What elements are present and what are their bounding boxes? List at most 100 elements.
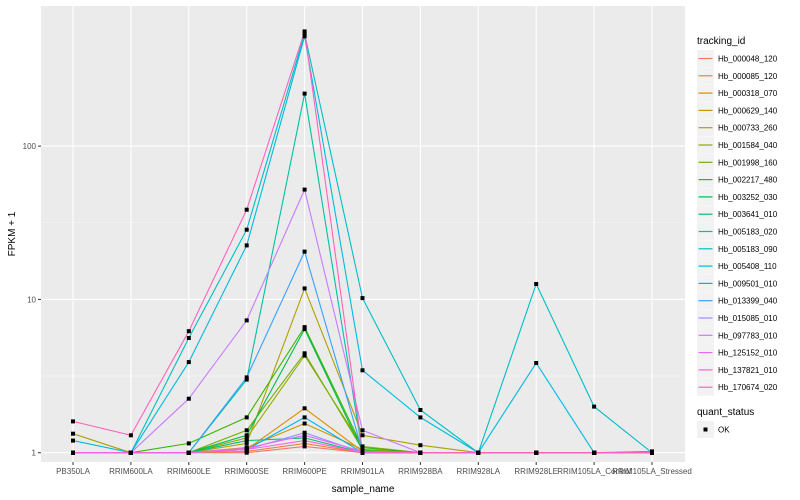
data-point	[302, 444, 307, 449]
data-point	[244, 428, 249, 433]
x-axis: PB350LA RRIM600LA RRIM600LE RRIM600SE RRIM60…	[56, 462, 692, 476]
data-point	[244, 375, 249, 380]
y-tick-label: 1	[32, 449, 37, 458]
data-point	[302, 31, 307, 36]
data-point	[186, 396, 191, 401]
legend-label: Hb_000048_120	[718, 55, 778, 64]
data-point	[302, 286, 307, 291]
legend-label: Hb_001584_040	[718, 141, 778, 150]
data-point	[360, 445, 365, 450]
y-axis: 1 10 100	[23, 142, 41, 458]
x-tick-label: RRIM901LA	[341, 467, 385, 476]
data-point	[244, 415, 249, 420]
data-point	[71, 450, 75, 455]
data-point	[186, 441, 191, 446]
data-point	[186, 450, 191, 455]
y-axis-title: FPKM + 1	[7, 211, 18, 256]
shape-legend-marker	[703, 427, 708, 432]
data-point	[244, 227, 249, 232]
legend-label: Hb_000318_070	[718, 89, 778, 98]
data-point	[302, 441, 307, 446]
data-point	[244, 447, 249, 452]
legend-label: Hb_015085_010	[718, 314, 778, 323]
data-point	[302, 29, 307, 34]
legend-label: Hb_003252_030	[718, 193, 778, 202]
data-point	[360, 449, 365, 454]
series-points	[71, 29, 654, 455]
data-point	[244, 207, 249, 212]
data-point	[534, 361, 539, 365]
data-point	[476, 450, 481, 455]
data-point	[592, 404, 597, 409]
legend-label: Hb_097783_010	[718, 331, 778, 340]
data-point	[302, 438, 307, 443]
x-tick-label: RRIM105LA_Stressed	[612, 467, 692, 476]
data-point	[302, 421, 307, 426]
x-tick-label: RRIM600LE	[167, 467, 211, 476]
data-point	[592, 450, 597, 455]
data-point	[186, 336, 191, 340]
data-point	[244, 435, 249, 440]
data-point	[418, 450, 423, 455]
data-point	[302, 433, 307, 438]
data-point	[302, 34, 307, 39]
x-tick-label: RRIM105LA_Control	[557, 467, 631, 476]
x-tick-label: RRIM600SE	[224, 467, 268, 476]
data-point	[418, 415, 423, 420]
data-point	[360, 433, 365, 438]
legend-label: Hb_009501_010	[718, 279, 778, 288]
legend-label: Hb_000733_260	[718, 124, 778, 133]
y-tick-label: 10	[27, 295, 36, 304]
legend-label: Hb_137821_010	[718, 366, 778, 375]
legend-label: Hb_000085_120	[718, 72, 778, 81]
data-point	[418, 408, 423, 412]
x-tick-label: PB350LA	[56, 467, 90, 476]
legend-label: Hb_125152_010	[718, 349, 778, 358]
legend-label: Hb_003641_010	[718, 210, 778, 219]
data-point	[302, 435, 307, 440]
data-point	[244, 441, 249, 446]
x-tick-label: RRIM600LA	[109, 467, 153, 476]
data-point	[302, 415, 307, 420]
shape-legend: quant_status OK	[697, 407, 754, 438]
data-point	[302, 249, 307, 254]
data-point	[186, 360, 191, 365]
x-tick-label: RRIM928BA	[398, 467, 443, 476]
data-point	[186, 329, 191, 334]
data-point	[302, 406, 307, 411]
legend-label: Hb_005408_110	[718, 262, 777, 271]
data-point	[360, 296, 365, 301]
color-legend-items: Hb_000048_120 Hb_000085_120 Hb_000318_070 H…	[697, 50, 778, 396]
data-point	[244, 433, 249, 438]
data-point	[302, 351, 307, 356]
data-point	[244, 438, 249, 443]
data-point	[302, 187, 307, 192]
legend-label: Hb_013399_040	[718, 297, 778, 306]
data-point	[71, 438, 75, 443]
legend-label: Hb_005183_020	[718, 228, 778, 237]
x-tick-label: RRIM600PE	[282, 467, 326, 476]
data-point	[302, 327, 307, 332]
shape-legend-title: quant_status	[697, 407, 754, 418]
legend-label: Hb_005183_090	[718, 245, 778, 254]
data-point	[650, 450, 654, 455]
data-point	[244, 243, 249, 248]
shape-legend-label: OK	[718, 426, 730, 435]
data-point	[534, 282, 539, 286]
data-point	[302, 91, 307, 96]
data-point	[360, 368, 365, 373]
y-tick-label: 100	[23, 142, 37, 151]
color-legend: tracking_id Hb_000048_120Hb_000085_120Hb…	[697, 36, 778, 396]
data-point	[302, 430, 307, 435]
data-point	[71, 431, 75, 436]
legend-label: Hb_170674_020	[718, 383, 778, 392]
x-tick-label: RRIM928LE	[514, 467, 558, 476]
data-point	[244, 377, 249, 382]
legend-label: Hb_001998_160	[718, 158, 778, 167]
x-tick-label: RRIM928LA	[457, 467, 501, 476]
data-point	[360, 428, 365, 433]
data-point	[128, 433, 133, 438]
legend-label: Hb_000629_140	[718, 106, 778, 115]
data-point	[244, 318, 249, 323]
data-point	[418, 443, 423, 448]
